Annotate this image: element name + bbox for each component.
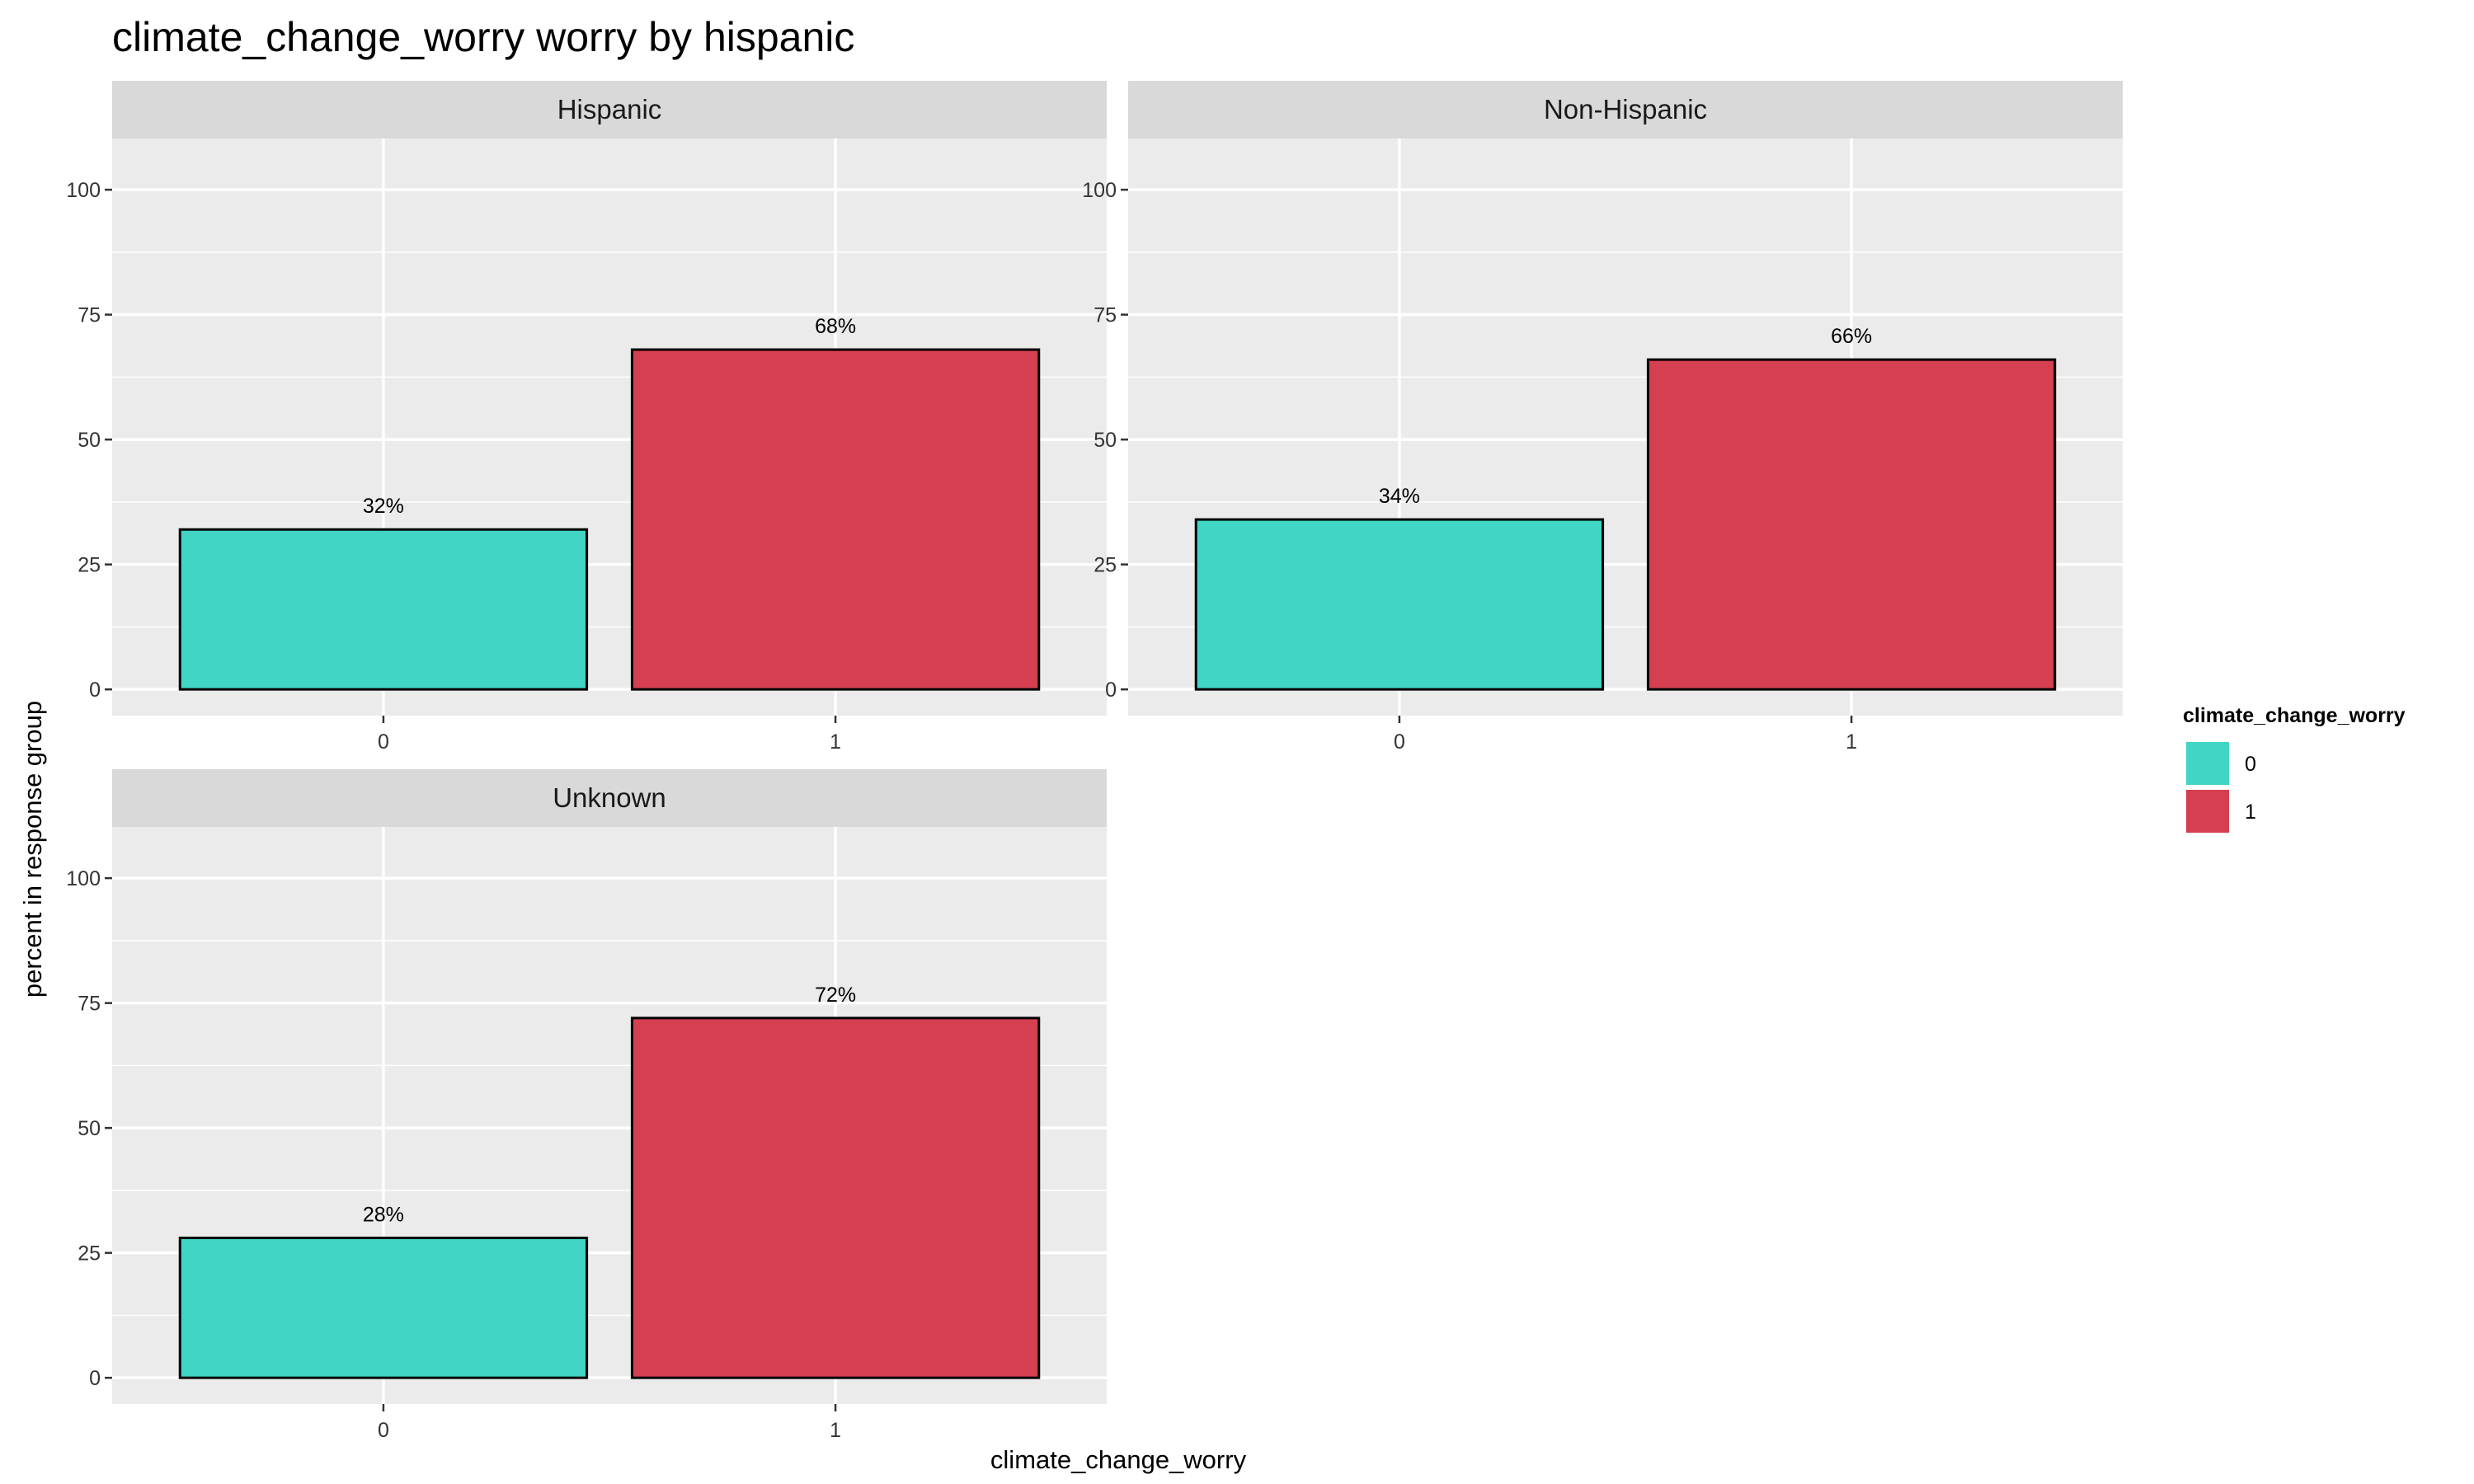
x-tick-label: 0 [378,730,389,754]
facet-strip [1128,81,2123,139]
y-tick-label: 50 [1094,429,1117,452]
bar-value-label: 32% [363,495,404,518]
y-tick-label: 25 [78,554,101,577]
legend-label: 0 [2245,753,2256,776]
y-tick-label: 75 [78,304,101,327]
facet-strip [112,769,1107,827]
facet-strip-label: Hispanic [557,94,662,124]
x-tick-label: 0 [378,1419,389,1442]
x-tick-label: 1 [830,1419,841,1442]
x-tick-label: 1 [1846,730,1857,754]
y-tick-label: 0 [1105,679,1117,702]
facet-panel-hispanic: Hispanic 32% 68% 0 25 50 75 100 0 1 [66,81,1107,754]
bar-value-label: 66% [1831,325,1872,348]
y-tick-label: 100 [1082,179,1117,202]
facet-strip-label: Non-Hispanic [1544,94,1707,124]
x-axis-title: climate_change_worry [990,1445,1247,1474]
legend: climate_change_worry 0 1 [2183,704,2406,833]
bar-1 [630,1017,1041,1379]
bar-1 [1646,358,2057,691]
legend-label: 1 [2245,801,2256,824]
legend-key-1 [2186,790,2229,833]
x-tick-label: 1 [830,730,841,754]
x-tick-label: 0 [1394,730,1405,754]
bar-1 [630,348,1041,691]
facet-panel-non-hispanic: Non-Hispanic 34% 66% 0 25 50 75 100 0 1 [1082,81,2123,754]
y-tick-label: 50 [78,429,101,452]
y-tick-label: 0 [89,1367,101,1390]
y-tick-label: 100 [66,867,101,890]
bar-0 [178,528,589,691]
y-axis-title: percent in response group [18,701,47,998]
facet-strip-label: Unknown [553,782,666,813]
bar-0 [178,1236,589,1379]
y-tick-label: 25 [1094,554,1117,577]
chart-title: climate_change_worry worry by hispanic [112,14,854,60]
bar-value-label: 72% [815,984,856,1007]
facet-panel-unknown: Unknown 28% 72% 0 25 50 75 100 0 1 [66,769,1107,1442]
bar-value-label: 28% [363,1203,404,1226]
y-tick-label: 25 [78,1242,101,1266]
y-tick-label: 100 [66,179,101,202]
y-tick-label: 0 [89,679,101,702]
legend-key-0 [2186,742,2229,785]
bar-value-label: 34% [1379,485,1420,508]
facet-strip [112,81,1107,139]
bar-value-label: 68% [815,315,856,338]
bar-0 [1194,518,1605,691]
y-tick-label: 75 [78,993,101,1016]
y-tick-label: 50 [78,1117,101,1140]
legend-title: climate_change_worry [2183,704,2406,727]
y-tick-label: 75 [1094,304,1117,327]
